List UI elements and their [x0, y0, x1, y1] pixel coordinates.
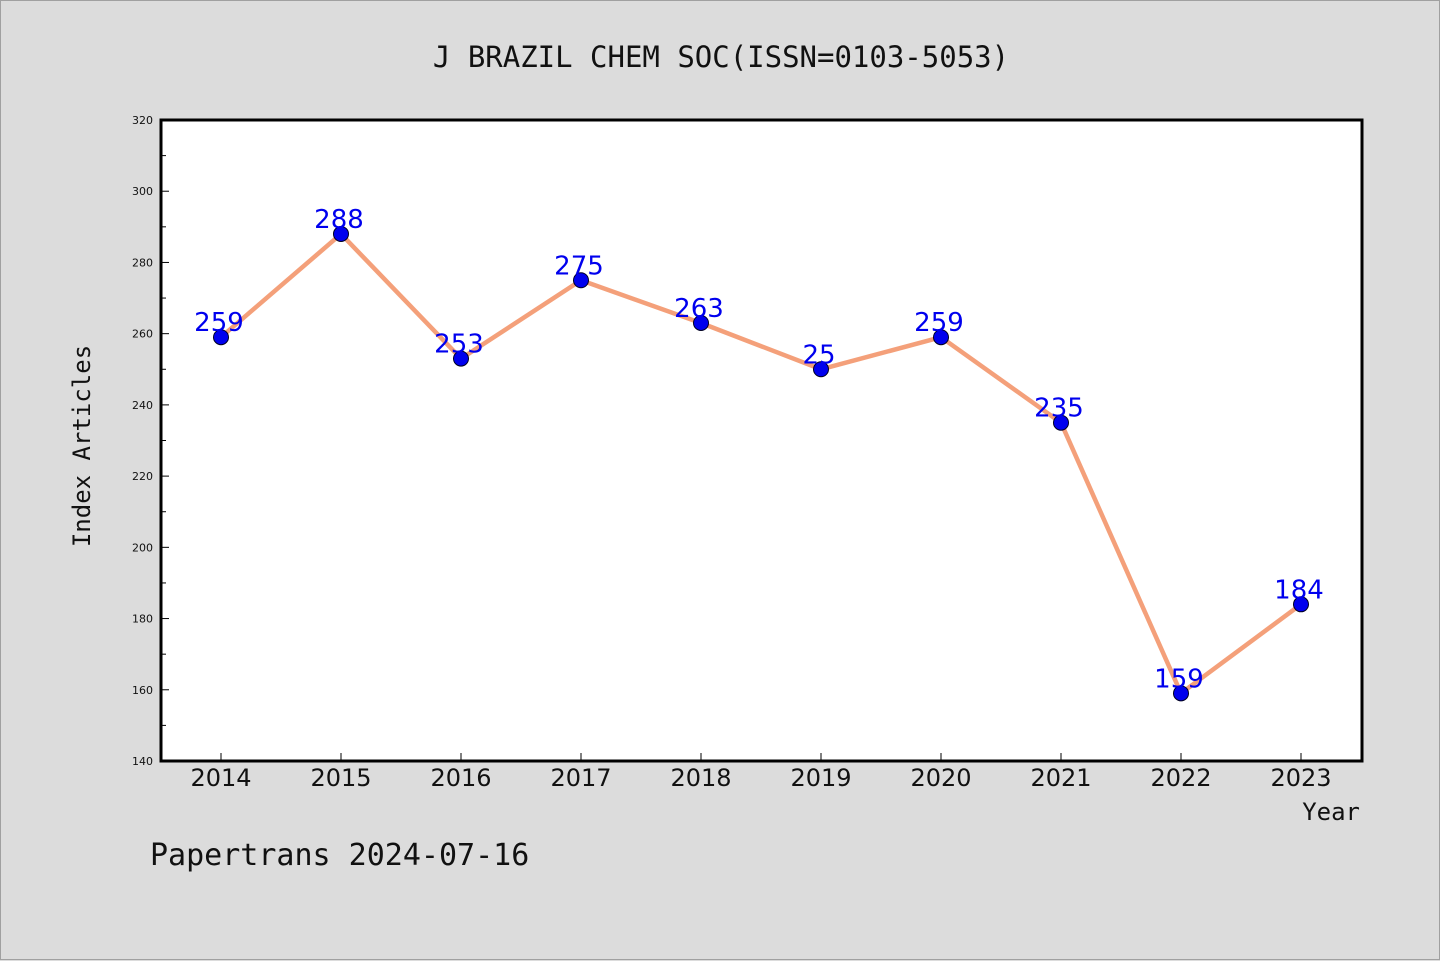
chart-title: J BRAZIL CHEM SOC(ISSN=0103-5053): [433, 40, 1009, 74]
y-tick-label: 280: [132, 256, 153, 269]
data-labels: 259 288 253 275 263 25 259 235 159 184: [194, 205, 1324, 694]
x-tick-label: 2022: [1150, 764, 1211, 792]
data-label: 184: [1274, 575, 1324, 605]
y-tick-label: 240: [132, 399, 153, 412]
y-axis-ticks: 140 160 180 200 220 240 260 280 300 320: [132, 114, 169, 768]
y-tick-label: 160: [132, 684, 153, 697]
x-tick-label: 2015: [310, 764, 371, 792]
y-tick-label: 260: [132, 328, 153, 341]
data-label: 259: [194, 308, 244, 338]
data-point: [453, 350, 469, 367]
data-point: [1173, 685, 1189, 702]
x-axis-label: Year: [1302, 798, 1360, 826]
data-point: [813, 361, 829, 378]
x-tick-label: 2018: [670, 764, 731, 792]
data-label: 288: [314, 205, 364, 235]
x-tick-label: 2019: [790, 764, 851, 792]
x-axis-ticks: 2014 2015 2016 2017 2018 2019 2020 2021 2022 2023: [190, 753, 1332, 792]
data-point: [573, 272, 589, 289]
y-tick-label: 220: [132, 470, 153, 483]
y-tick-label: 180: [132, 613, 153, 626]
footer-text: Papertrans 2024-07-16: [150, 838, 529, 873]
data-label: 159: [1154, 664, 1204, 694]
data-points: [213, 225, 1309, 702]
data-label: 25: [802, 340, 835, 370]
data-point: [1053, 414, 1069, 431]
data-point: [693, 314, 709, 331]
data-label: 235: [1034, 394, 1084, 424]
x-tick-label: 2020: [910, 764, 971, 792]
y-tick-label: 200: [132, 541, 153, 554]
y-tick-label: 300: [132, 185, 153, 198]
data-point: [1293, 596, 1309, 613]
y-tick-label: 140: [132, 755, 153, 768]
y-axis-label: Index Articles: [68, 345, 96, 547]
data-label: 253: [434, 330, 484, 360]
data-label: 259: [914, 308, 964, 338]
data-point: [213, 329, 229, 346]
data-label: 263: [674, 294, 724, 324]
x-tick-label: 2023: [1270, 764, 1331, 792]
x-tick-label: 2017: [550, 764, 611, 792]
y-tick-label: 320: [132, 114, 153, 127]
data-label: 275: [554, 251, 604, 281]
series-line: [219, 231, 1303, 696]
data-point: [933, 329, 949, 346]
x-tick-label: 2014: [190, 764, 251, 792]
data-point: [333, 225, 349, 242]
x-tick-label: 2021: [1030, 764, 1091, 792]
x-tick-label: 2016: [430, 764, 491, 792]
